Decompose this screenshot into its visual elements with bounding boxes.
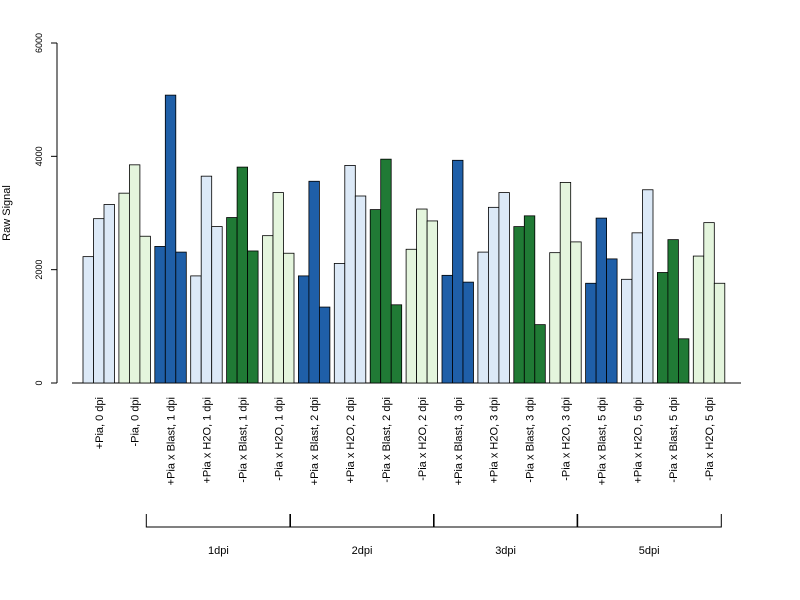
bar: [534, 324, 546, 384]
bar: [369, 209, 382, 384]
x-tick-label: +Pia x H2O, 2 dpi: [345, 397, 357, 484]
bar: [405, 248, 418, 384]
bar: [200, 175, 213, 384]
x-tick-label: +Pia x Blast, 2 dpi: [309, 397, 321, 485]
x-tick-label: -Pia x H2O, 2 dpi: [417, 397, 429, 481]
bar: [118, 192, 130, 384]
bar: [559, 181, 572, 384]
bar: [657, 272, 669, 384]
x-tick-label: -Pia x Blast, 2 dpi: [381, 397, 393, 483]
group-brackets: 1dpi 2dpi 3dpi 5dpi: [145, 514, 722, 557]
bar: [139, 235, 151, 384]
bar: [667, 239, 679, 384]
bar: [692, 255, 705, 384]
bar: [585, 282, 597, 384]
bar: [523, 215, 536, 384]
bar: [344, 164, 356, 384]
x-tick-label: -Pia, 0 dpi: [130, 397, 142, 447]
bar: [247, 250, 259, 384]
x-tick-label: -Pia x Blast, 1 dpi: [237, 397, 249, 483]
bar: [354, 195, 367, 384]
bar: [297, 275, 310, 384]
bars: [82, 94, 726, 384]
bar: [154, 246, 166, 384]
bar: [190, 275, 202, 384]
bar: [477, 251, 489, 384]
group-label: 2dpi: [352, 545, 373, 557]
x-tick-label: +Pia x H2O, 5 dpi: [632, 397, 644, 484]
bar: [164, 94, 177, 384]
bar: [631, 232, 643, 384]
bar: [606, 258, 618, 384]
bar: [595, 217, 607, 384]
bar: [226, 217, 238, 384]
bar: [128, 164, 141, 384]
x-tick-label: -Pia x H2O, 1 dpi: [273, 397, 285, 481]
bar: [452, 159, 464, 384]
x-tick-label: -Pia x Blast, 5 dpi: [668, 397, 680, 483]
bar: [441, 274, 453, 384]
bar: [462, 281, 474, 384]
bar: [703, 222, 715, 384]
group-bracket: [433, 514, 579, 528]
x-tick-label: +Pia x Blast, 1 dpi: [166, 397, 178, 485]
y-tick-label: 2000: [34, 260, 44, 280]
bar: [513, 226, 525, 384]
category-labels: +Pia, 0 dpi -Pia, 0 dpi +Pia x Blast, 1 dp…: [94, 397, 716, 485]
group-label: 5dpi: [639, 545, 660, 557]
group-bracket: [576, 514, 722, 528]
bar: [272, 192, 284, 384]
x-tick-label: -Pia x H2O, 3 dpi: [560, 397, 572, 481]
bar: [175, 251, 187, 384]
bar: [103, 204, 115, 384]
y-axis: 0 2000 4000 6000: [34, 33, 58, 386]
group-label: 1dpi: [208, 545, 229, 557]
y-tick-label: 6000: [34, 33, 44, 53]
bar: [211, 226, 223, 384]
bar: [262, 235, 274, 384]
bar: [283, 252, 295, 384]
y-tick-label: 4000: [34, 146, 44, 166]
bar: [380, 158, 392, 384]
bar: [487, 206, 500, 384]
x-tick-label: +Pia x Blast, 5 dpi: [596, 397, 608, 485]
x-tick-label: +Pia x H2O, 3 dpi: [489, 397, 501, 484]
bar: [333, 263, 346, 384]
group-bracket: [289, 514, 435, 528]
bar: [642, 189, 654, 384]
bar: [416, 208, 428, 384]
bar: [713, 282, 726, 384]
y-tick-label: 0: [34, 380, 44, 385]
bar: [498, 192, 510, 384]
y-axis-label: Raw Signal: [1, 185, 13, 241]
bar: [549, 252, 561, 384]
bar: [570, 241, 582, 384]
x-tick-label: -Pia x Blast, 3 dpi: [525, 397, 537, 483]
bar: [426, 220, 439, 384]
bar: [621, 278, 633, 384]
x-tick-label: +Pia x H2O, 1 dpi: [201, 397, 213, 484]
x-tick-label: -Pia x H2O, 5 dpi: [704, 397, 716, 481]
x-tick-label: +Pia, 0 dpi: [94, 397, 106, 449]
bar: [318, 306, 331, 384]
group-bracket: [145, 514, 291, 528]
group-label: 3dpi: [495, 545, 516, 557]
bar: [93, 218, 105, 384]
bar: [82, 256, 94, 384]
x-tick-label: +Pia x Blast, 3 dpi: [453, 397, 465, 485]
bar: [390, 304, 403, 384]
bar: [308, 180, 320, 384]
bar: [678, 338, 690, 384]
bar: [236, 166, 249, 384]
